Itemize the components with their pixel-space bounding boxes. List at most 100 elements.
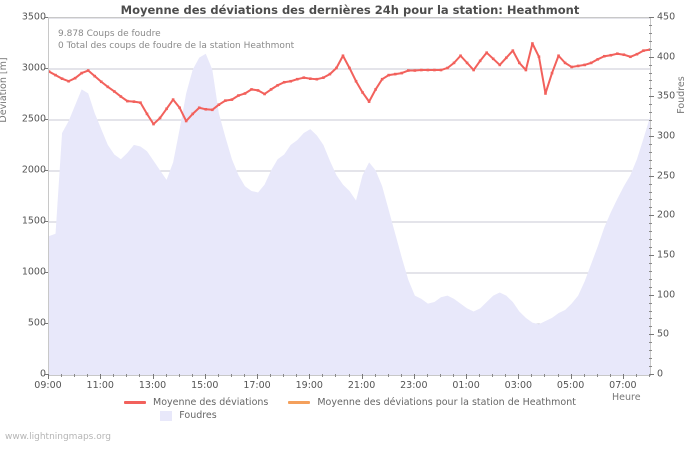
legend-item-station[interactable]: Moyenne des déviations pour la station d… (288, 397, 576, 408)
x-axis-minor-tickmark (230, 374, 232, 377)
y-axis-left-tickmark (44, 221, 48, 222)
y-axis-right-minor-tickmark (649, 104, 652, 106)
y-axis-right-minor-tickmark (649, 358, 652, 360)
y-axis-right-minor-tickmark (649, 310, 652, 312)
y-axis-right-minor-tickmark (649, 167, 652, 169)
x-axis-tick: 21:00 (347, 380, 376, 391)
y-axis-left-tickmark (44, 17, 48, 18)
y-axis-right-minor-tickmark (649, 278, 652, 280)
y-axis-right-minor-tickmark (649, 207, 652, 209)
x-axis-minor-tickmark (492, 374, 494, 377)
legend-item-foudres[interactable]: Foudres (155, 410, 217, 421)
y-axis-right-tickmark (649, 374, 654, 375)
legend-label-station: Moyenne des déviations pour la station d… (317, 397, 576, 408)
y-axis-right-tickmark (649, 96, 654, 98)
y-axis-right-tick: 200 (657, 209, 676, 221)
y-axis-right-minor-tickmark (649, 64, 652, 66)
x-axis-minor-tickmark (439, 374, 441, 377)
y-axis-right-minor-tickmark (649, 151, 652, 153)
y-axis-right-minor-tickmark (649, 318, 652, 320)
y-axis-right-minor-tickmark (649, 223, 652, 225)
x-axis-tick: 15:00 (191, 380, 219, 391)
y-axis-right-tick: 0 (657, 368, 664, 380)
y-axis-right-minor-tickmark (649, 80, 652, 82)
y-axis-right-tickmark (649, 56, 654, 58)
x-axis-tickmark (413, 374, 415, 379)
x-axis-tick: 17:00 (243, 380, 271, 391)
annotation-line-1: 9.878 Coups de foudre (58, 29, 161, 39)
x-axis-minor-tickmark (635, 374, 637, 377)
x-axis-minor-tickmark (283, 374, 285, 377)
y-axis-right-tick: 100 (657, 289, 676, 301)
y-axis-right-minor-tickmark (649, 128, 652, 130)
x-axis-minor-tickmark (335, 374, 337, 377)
page-title: Moyenne des déviations des dernières 24h… (120, 3, 580, 17)
legend-row-2: Foudres (0, 409, 700, 422)
legend-swatch-line-icon (288, 401, 311, 404)
x-axis-minor-tickmark (191, 374, 193, 377)
x-axis-tickmark (518, 374, 520, 379)
x-axis-minor-tickmark (217, 374, 219, 377)
y-axis-right-minor-tickmark (649, 24, 652, 26)
x-axis-tickmark (152, 374, 154, 379)
x-axis-tick: 07:00 (609, 380, 637, 391)
y-axis-right-tick: 450 (657, 11, 676, 23)
x-axis-minor-tickmark (426, 374, 428, 377)
y-axis-right-tick: 350 (657, 90, 676, 102)
y-axis-left-tick: 1500 (21, 215, 46, 227)
legend-label-deviation: Moyenne des déviations (153, 397, 269, 408)
y-axis-right-minor-tickmark (649, 32, 652, 34)
y-axis-right-tick: 50 (657, 328, 670, 340)
y-axis-right-tick: 250 (657, 170, 676, 182)
x-axis-minor-tickmark (479, 374, 481, 377)
x-axis-minor-tickmark (243, 374, 245, 377)
x-axis-minor-tickmark (348, 374, 350, 377)
x-axis-minor-tickmark (596, 374, 598, 377)
x-axis-minor-tickmark (322, 374, 324, 377)
y-axis-right-tickmark (649, 215, 654, 217)
legend-item-deviation[interactable]: Moyenne des déviations (124, 397, 268, 408)
legend: Moyenne des déviations Moyenne des dévia… (0, 396, 700, 422)
x-axis-tickmark (257, 374, 259, 379)
y-axis-left-tickmark (44, 323, 48, 324)
deviation-line-series (49, 42, 650, 126)
x-axis-minor-tickmark (374, 374, 376, 377)
y-axis-right-minor-tickmark (649, 326, 652, 328)
legend-swatch-line-icon (124, 401, 147, 404)
x-axis-tick: 01:00 (452, 380, 480, 391)
x-axis-minor-tickmark (387, 374, 389, 377)
x-axis-tickmark (100, 374, 102, 379)
x-axis-minor-tickmark (609, 374, 611, 377)
x-axis-minor-tickmark (178, 374, 180, 377)
x-axis-minor-tickmark (87, 374, 89, 377)
x-axis-tickmark (570, 374, 572, 379)
y-axis-right-tickmark (649, 17, 654, 18)
x-axis-tick: 09:00 (34, 380, 62, 391)
y-axis-left-tickmark (44, 272, 48, 273)
y-axis-right-minor-tickmark (649, 350, 652, 352)
legend-label-foudres: Foudres (179, 410, 217, 421)
x-axis-tick: 05:00 (556, 380, 585, 391)
legend-swatch-area-icon (160, 410, 173, 421)
y-axis-right-minor-tickmark (649, 120, 652, 122)
x-axis-minor-tickmark (74, 374, 76, 377)
x-axis-tickmark (204, 374, 206, 379)
y-axis-left-tick: 1000 (21, 266, 46, 278)
y-axis-left-tickmark (44, 119, 48, 120)
y-axis-right-minor-tickmark (649, 262, 652, 264)
y-axis-right-minor-tickmark (649, 143, 652, 145)
x-axis-minor-tickmark (139, 374, 141, 377)
y-axis-right-tickmark (649, 175, 654, 177)
x-axis-minor-tickmark (270, 374, 272, 377)
y-axis-left-tickmark (44, 68, 48, 69)
y-axis-right-minor-tickmark (649, 286, 652, 288)
x-axis-minor-tickmark (453, 374, 455, 377)
y-axis-right-minor-tickmark (649, 247, 652, 249)
x-axis-tickmark (361, 374, 363, 379)
y-axis-left-tick: 3000 (21, 62, 46, 74)
y-axis-right-tick: 150 (657, 249, 676, 261)
plot-svg (49, 18, 650, 375)
y-axis-right-minor-tickmark (649, 88, 652, 90)
x-axis-tick: 19:00 (295, 380, 323, 391)
x-axis-label: Heure (612, 392, 641, 403)
